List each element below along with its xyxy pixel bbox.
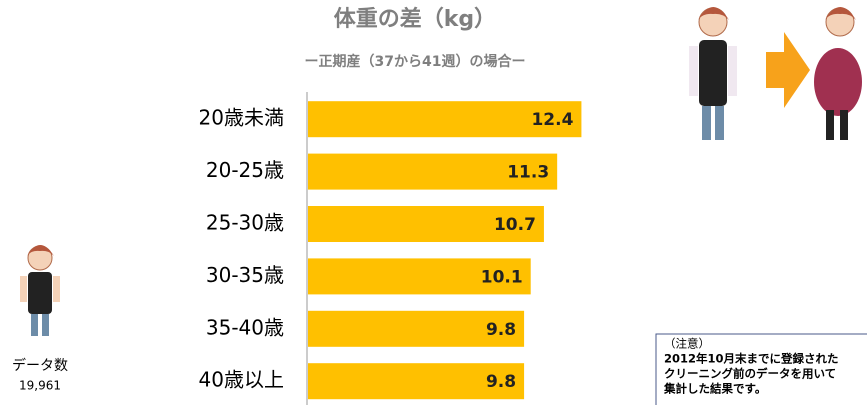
bar (308, 363, 525, 400)
note-line: 2012年10月末までに登録された (664, 352, 839, 366)
data-label: 10.1 (481, 267, 523, 287)
bar (308, 258, 531, 295)
chart-subtitle: ー正期産（37から41週）の場合ー (305, 53, 526, 70)
y-tick-label: 20歳未満 (199, 106, 284, 130)
y-tick-label: 20-25歳 (206, 158, 284, 182)
note-heading: （注意） (664, 337, 710, 351)
sample-label: データ数 (12, 357, 68, 374)
y-tick-label: 25-30歳 (206, 211, 284, 235)
note-line: 集計した結果です。 (663, 382, 766, 396)
data-label: 10.7 (494, 215, 536, 235)
data-label: 11.3 (507, 163, 549, 183)
y-tick-label: 40歳以上 (199, 368, 284, 392)
figure-right-before (689, 7, 737, 140)
note-box (655, 333, 867, 405)
data-label: 12.4 (531, 110, 573, 130)
sample-count: 19,961 (19, 379, 61, 393)
bar (308, 310, 525, 347)
data-label: 9.8 (486, 372, 516, 392)
data-label: 9.8 (486, 320, 516, 340)
bar (308, 153, 558, 190)
bar (308, 206, 544, 242)
figure-left (20, 245, 60, 336)
arrow (766, 32, 810, 108)
chart-title: 体重の差（kg） (334, 6, 496, 32)
note-line: クリーニング前のデータを用いて (664, 367, 836, 381)
bar (308, 101, 582, 138)
y-tick-label: 35-40歳 (206, 315, 284, 339)
figure-right-after (814, 7, 862, 140)
y-tick-label: 30-35歳 (206, 263, 284, 287)
